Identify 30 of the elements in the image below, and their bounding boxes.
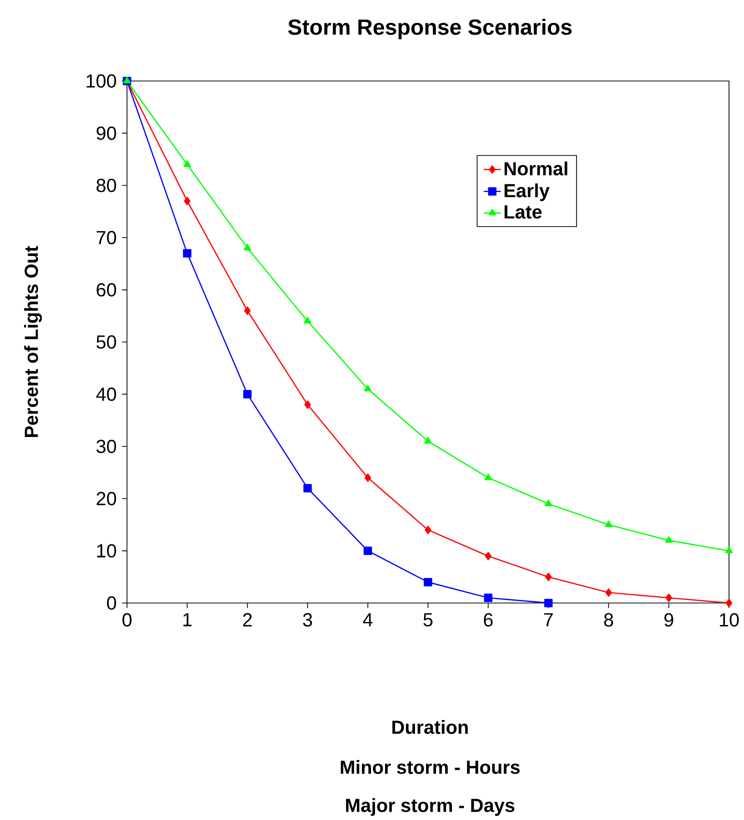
y-tick-label: 20 — [96, 492, 116, 506]
y-tick-label: 70 — [96, 230, 116, 244]
x-tick-label: 4 — [362, 613, 373, 626]
text: Duration — [392, 720, 468, 734]
y-tick-label: 50 — [96, 335, 116, 349]
x-tick-label: 8 — [604, 613, 614, 627]
x-tick-label: 3 — [303, 613, 312, 627]
x-tick-label: 7 — [544, 613, 553, 626]
text: Minor storm - Hours — [340, 760, 520, 774]
y-tick-label: 10 — [97, 544, 116, 558]
y-tick-label: 100 — [86, 74, 116, 88]
x-tick-label: 9 — [664, 613, 674, 627]
x-tick-label: 6 — [484, 613, 493, 627]
x-tick-label: 0 — [122, 613, 132, 627]
x-tick-label: 1 — [183, 613, 192, 626]
x-tick-label: 2 — [243, 613, 252, 626]
x-tick-label: 5 — [423, 613, 432, 626]
x-tick-label: 10 — [720, 613, 739, 627]
legend-label: Normal — [504, 162, 568, 176]
y-tick-label: 60 — [96, 283, 116, 297]
y-axis-title: Percent of Lights Out — [24, 246, 42, 437]
legend-label: Early — [504, 183, 550, 202]
legend-label: Late — [504, 205, 542, 219]
y-tick-label: 80 — [96, 178, 116, 192]
y-tick-label: 40 — [96, 388, 116, 401]
y-tick-label: 90 — [96, 126, 116, 140]
y-tick-label: 30 — [96, 440, 116, 454]
chart-title: Storm Response Scenarios — [288, 18, 572, 40]
text: Major storm - Days — [346, 798, 514, 816]
y-tick-label: 0 — [107, 596, 116, 610]
